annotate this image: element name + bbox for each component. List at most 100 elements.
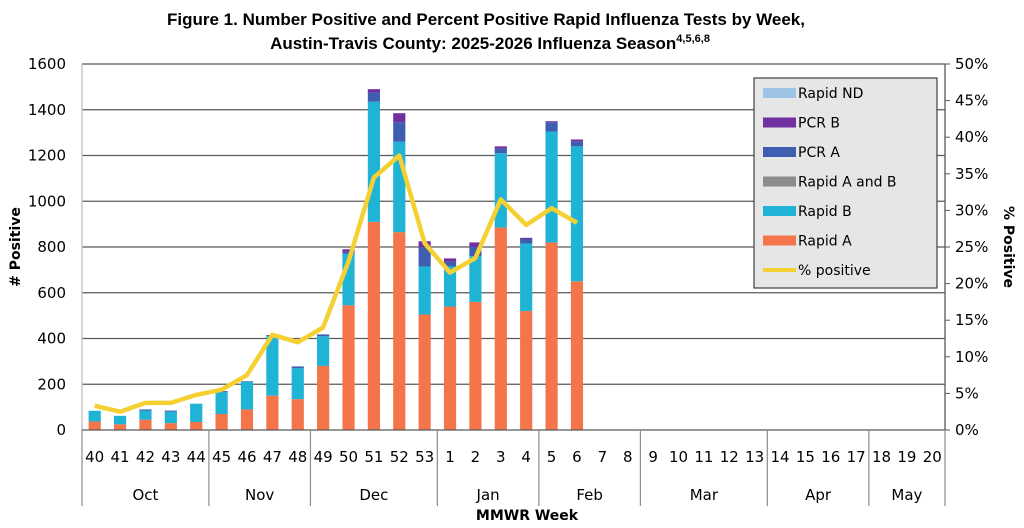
legend-swatch-rapid-b	[763, 206, 796, 216]
bar-rapid-a	[367, 221, 380, 430]
x-tick-label: 9	[648, 448, 658, 466]
bar-pcr-b	[545, 121, 558, 123]
x-tick-label: 8	[623, 448, 633, 466]
y2-tick-label: 20%	[955, 275, 988, 293]
bar-pcr-a	[443, 261, 457, 267]
axes-group	[81, 63, 950, 431]
bar-rapid-a	[418, 314, 431, 430]
bar-rapid-a	[266, 395, 279, 430]
bar-pcr-a	[570, 141, 584, 147]
x-tick-label: 6	[572, 448, 582, 466]
bar-pcr-b	[494, 146, 507, 149]
x-tick-label: 4	[521, 448, 531, 466]
bar-rapid-b	[113, 415, 127, 425]
y-tick-label: 1600	[28, 55, 66, 73]
x-tick-label: 15	[796, 448, 815, 466]
bar-rapid-a	[291, 399, 304, 430]
x-axis-ticks: 40 41 42 43 44 45 46 47 48 49 50 51 52 53 1 2 3 4 5 6 7 8 9 10 1…	[81, 430, 946, 506]
y-tick-label: 400	[37, 330, 66, 348]
bar-rapid-a	[164, 423, 177, 430]
percent-positive-line	[94, 153, 579, 414]
legend-swatch-rapid-a-and-b	[763, 176, 796, 187]
y2-tick-label: 25%	[955, 238, 988, 256]
bar-pcr-b	[393, 113, 406, 123]
gridlines	[82, 63, 945, 385]
legend-label: Rapid A	[798, 234, 852, 250]
y2-tick-label: 10%	[955, 348, 988, 366]
bar-pcr-a	[393, 122, 406, 142]
bar-rapid-a	[240, 409, 254, 430]
legend-label: Rapid ND	[798, 86, 863, 102]
month-label: Nov	[245, 486, 274, 504]
x-tick-label: 51	[364, 448, 383, 466]
x-tick-label: 53	[415, 448, 434, 466]
x-tick-label: 42	[136, 448, 155, 466]
x-tick-label: 50	[339, 448, 358, 466]
x-axis-title: MMWR Week	[476, 508, 579, 524]
x-tick-label: 46	[237, 448, 256, 466]
bar-rapid-a	[113, 424, 127, 430]
legend-label: PCR A	[798, 145, 840, 161]
legend-swatch-rapid-a	[763, 235, 796, 246]
bar-rapid-a	[494, 227, 507, 430]
x-tick-label: 1	[445, 448, 455, 466]
y2-tick-label: 0%	[955, 421, 979, 439]
x-tick-label: 12	[720, 448, 739, 466]
bar-pcr-a	[291, 366, 304, 369]
x-tick-label: 11	[694, 448, 713, 466]
y2-tick-label: 15%	[955, 311, 988, 329]
bar-rapid-a	[393, 232, 406, 430]
bar-rapid-b	[317, 336, 330, 366]
bar-rapid-a	[443, 306, 457, 430]
chart-title-line2-text: Austin-Travis County: 2025-2026 Influenz…	[270, 34, 676, 53]
y-tick-label: 200	[37, 375, 66, 393]
x-tick-label: 48	[288, 448, 307, 466]
bar-pcr-a	[367, 92, 380, 102]
bar-rapid-b	[88, 410, 101, 422]
bar-pcr-b	[367, 89, 380, 93]
bar-rapid-a	[317, 365, 330, 430]
bar-rapid-b	[139, 410, 152, 420]
bar-pcr-a	[545, 122, 558, 132]
bar-pcr-a	[520, 238, 533, 244]
y-tick-label: 0	[56, 421, 66, 439]
month-label: May	[891, 486, 922, 504]
bar-rapid-b	[570, 146, 584, 282]
bar-pcr-b	[342, 249, 355, 252]
x-tick-label: 13	[745, 448, 764, 466]
bar-pcr-a	[164, 410, 177, 412]
y-axis-ticks: 0 200 400 600 800 1000 1200 1400 1600	[28, 55, 66, 439]
y2-tick-label: 35%	[955, 165, 988, 183]
month-label: Dec	[359, 486, 388, 504]
bar-pcr-b	[520, 237, 533, 239]
y2-tick-label: 45%	[955, 92, 988, 110]
bar-rapid-b	[190, 403, 203, 422]
legend: Rapid ND PCR B PCR A Rapid A and B Rapid B Ra…	[753, 77, 938, 289]
x-tick-label: 44	[187, 448, 206, 466]
x-tick-label: 19	[897, 448, 916, 466]
bar-rapid-b	[418, 266, 431, 315]
x-tick-label: 17	[847, 448, 866, 466]
x-tick-label: 45	[212, 448, 231, 466]
chart-title-line1: Figure 1. Number Positive and Percent Po…	[167, 10, 805, 29]
bar-rapid-b	[545, 131, 558, 243]
bar-rapid-a	[545, 242, 558, 430]
x-tick-label: 41	[111, 448, 130, 466]
month-label: Jan	[476, 486, 500, 504]
y2-tick-label: 30%	[955, 201, 988, 219]
bar-rapid-a	[342, 305, 355, 430]
x-tick-label: 7	[598, 448, 608, 466]
bar-pcr-a	[240, 381, 254, 382]
month-label: Oct	[132, 486, 158, 504]
bar-rapid-a	[469, 301, 482, 430]
bar-rapid-b	[520, 243, 533, 312]
bar-rapid-a	[190, 421, 203, 430]
legend-swatch-pcr-a	[763, 147, 796, 157]
x-tick-label: 16	[821, 448, 840, 466]
legend-label: Rapid A and B	[798, 175, 897, 191]
bar-pcr-b	[570, 139, 584, 142]
bar-pcr-a	[494, 148, 507, 154]
bar-rapid-b	[266, 336, 279, 396]
bar-rapid-a	[215, 413, 228, 430]
